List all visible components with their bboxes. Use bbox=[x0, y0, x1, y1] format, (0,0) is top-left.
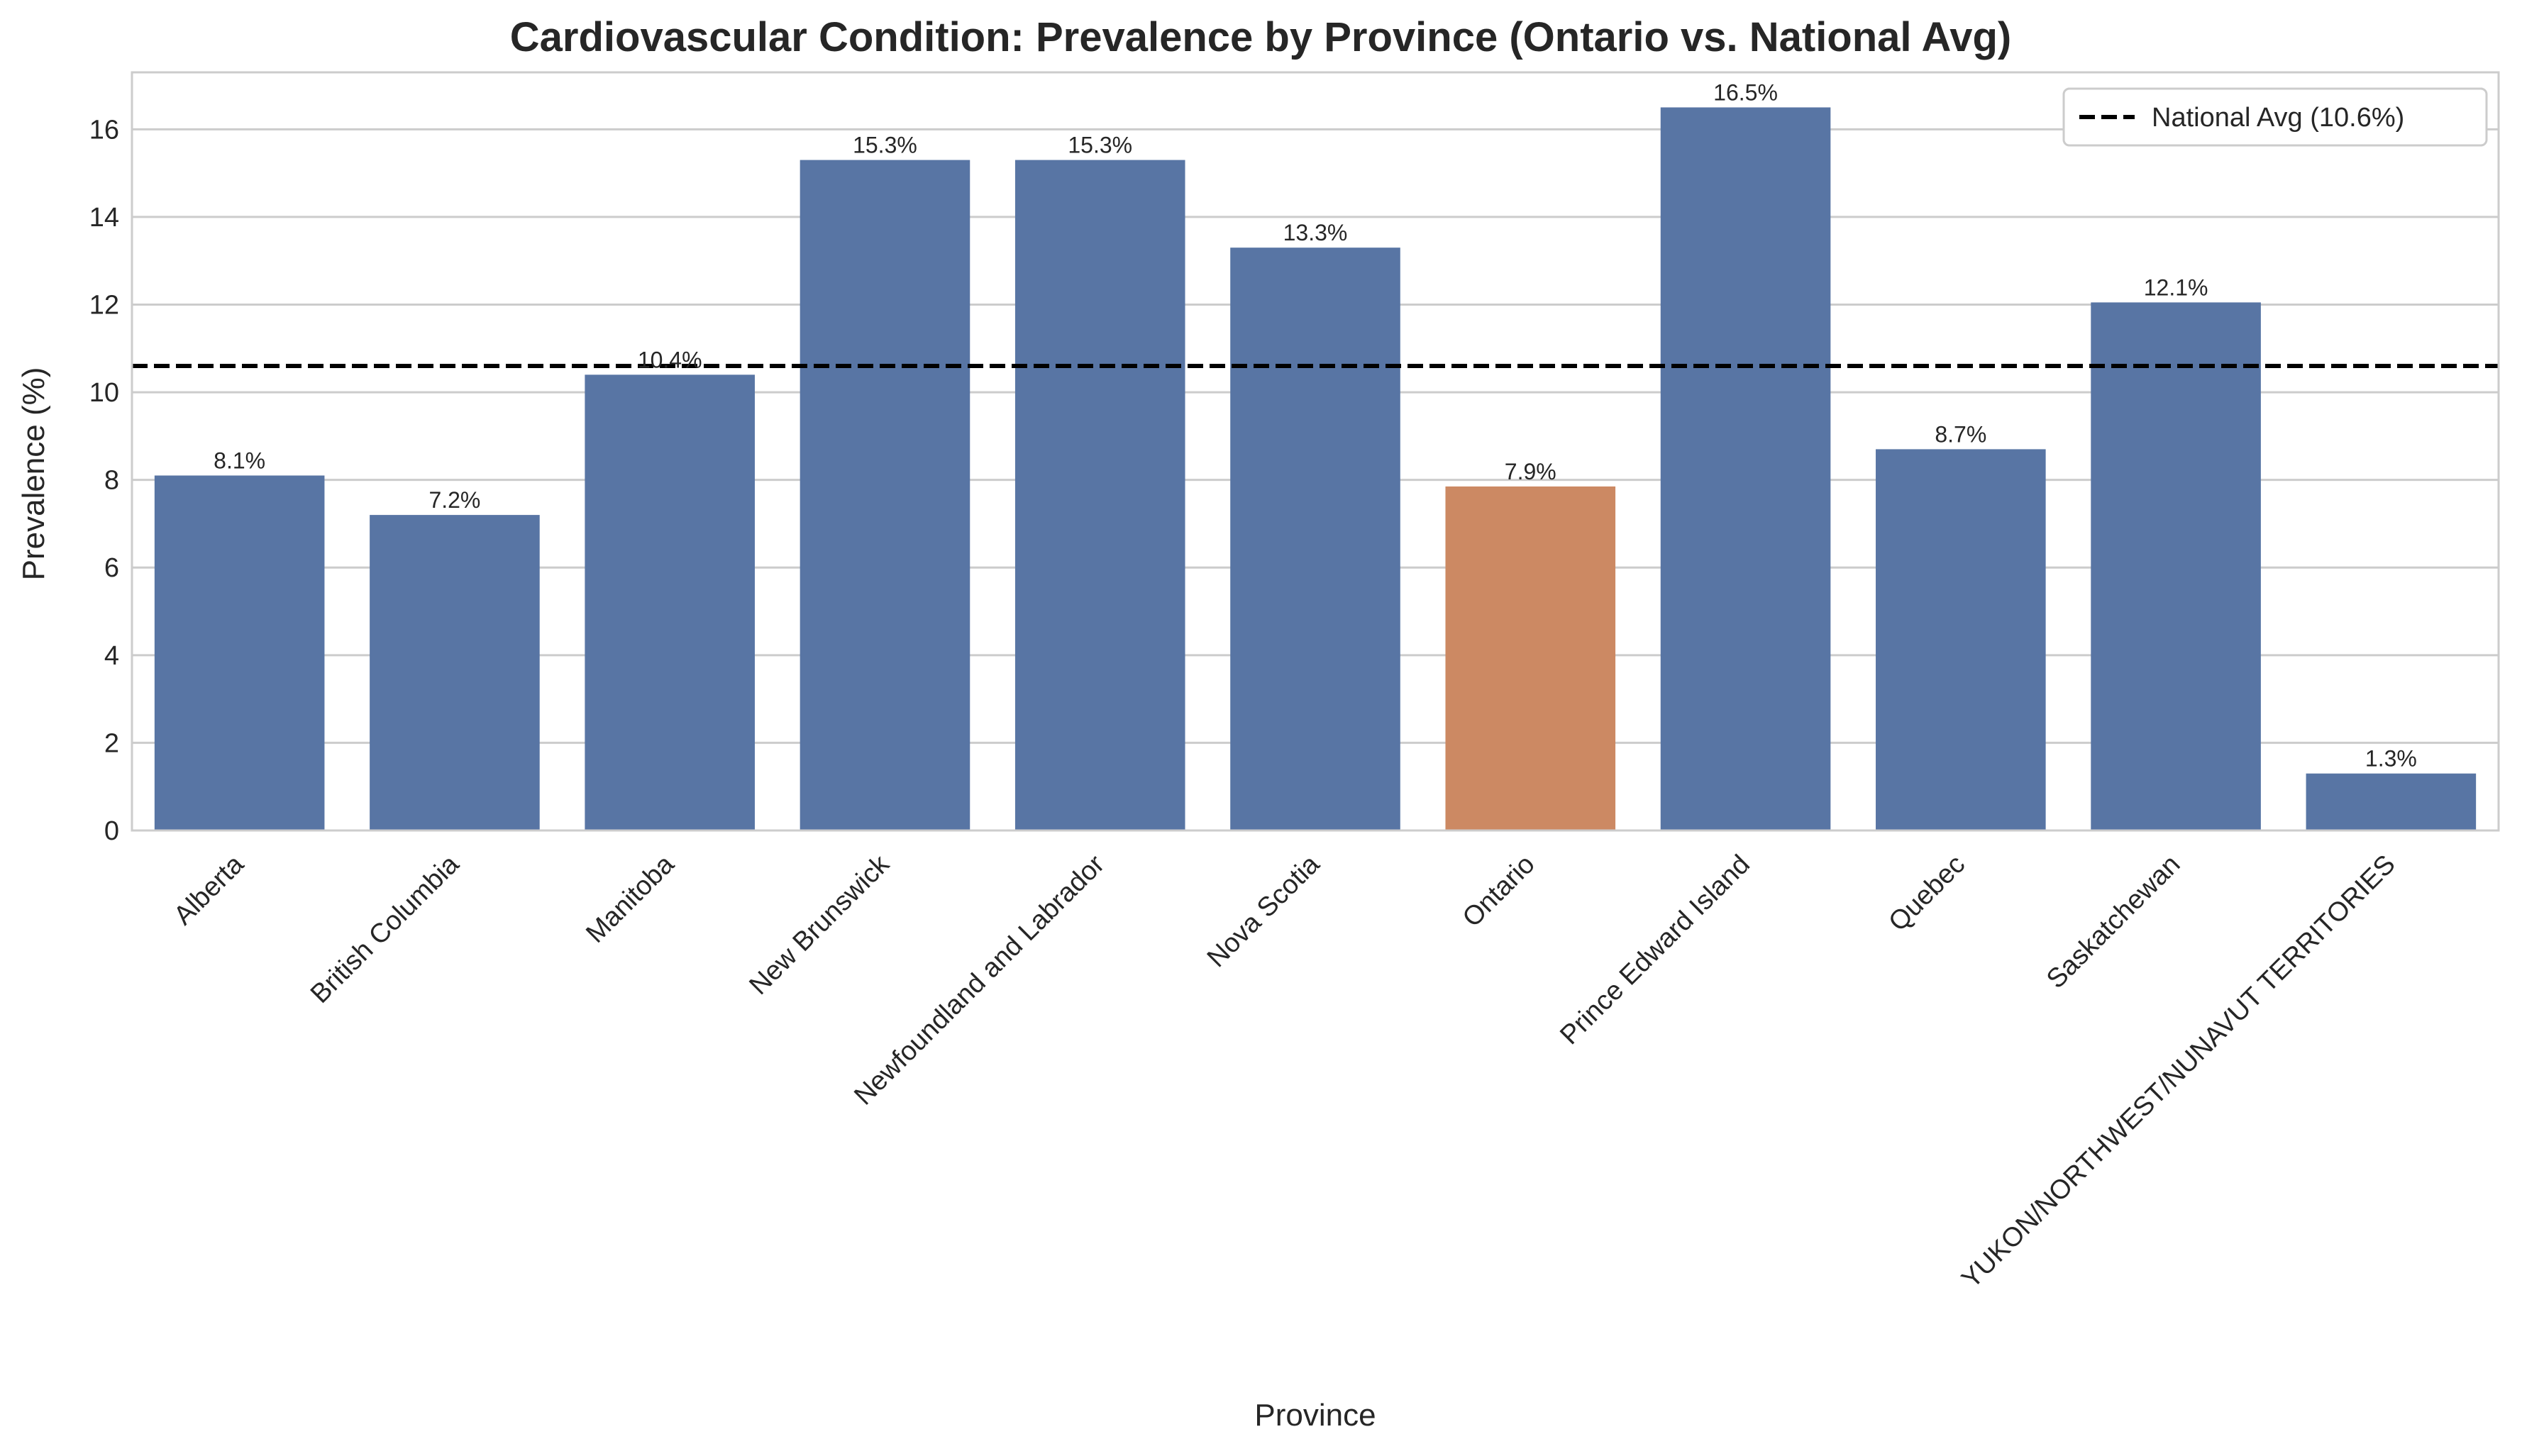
bar-prince-edward-island bbox=[1660, 107, 1831, 830]
y-tick-label: 10 bbox=[89, 378, 119, 408]
bar-newfoundland-and-labrador bbox=[1014, 160, 1185, 831]
bar-saskatchewan bbox=[2091, 302, 2261, 831]
bar-value-label: 16.5% bbox=[1713, 79, 1778, 105]
y-tick-label: 2 bbox=[104, 728, 119, 758]
bar-value-labels: 8.1% 7.2% 10.4% 15.3% 15.3% 13.3% 7.9% 16.5% 8.7… bbox=[214, 79, 2417, 771]
y-tick-label: 8 bbox=[104, 466, 119, 496]
x-tick-label: YUKON/NORTHWEST/NUNAVUT TERRITORIES bbox=[1956, 850, 2401, 1294]
bar-value-label: 1.3% bbox=[2365, 746, 2417, 772]
bars bbox=[154, 107, 2477, 831]
x-axis-label: Province bbox=[1254, 1398, 1376, 1433]
y-tick-label: 0 bbox=[104, 816, 119, 846]
bar-new-brunswick bbox=[800, 160, 970, 831]
legend-label: National Avg (10.6%) bbox=[2152, 103, 2404, 133]
bar-yukon-northwest-nunavut-territories bbox=[2306, 773, 2477, 830]
x-tick-label: Nova Scotia bbox=[1202, 849, 1326, 973]
y-tick-label: 6 bbox=[104, 553, 119, 583]
bar-value-label: 12.1% bbox=[2144, 274, 2208, 300]
bar-value-label: 8.7% bbox=[1935, 421, 1986, 447]
y-tick-label: 12 bbox=[89, 290, 119, 320]
plot-frame bbox=[131, 71, 2500, 832]
bar-ontario bbox=[1445, 486, 1616, 830]
x-tick-label: Ontario bbox=[1457, 850, 1541, 933]
bar-quebec bbox=[1876, 449, 2046, 830]
bar-nova-scotia bbox=[1230, 248, 1400, 831]
y-axis-label: Prevalence (%) bbox=[16, 367, 51, 581]
x-tick-label: Manitoba bbox=[580, 849, 680, 949]
y-tick-labels: 0 2 4 6 8 10 12 14 16 bbox=[89, 115, 119, 846]
legend: National Avg (10.6%) bbox=[2062, 87, 2488, 147]
bar-alberta bbox=[154, 475, 325, 830]
y-tick-label: 14 bbox=[89, 203, 119, 233]
y-tick-label: 4 bbox=[104, 641, 119, 671]
bar-value-label: 10.4% bbox=[638, 347, 702, 372]
y-tick-label: 16 bbox=[89, 115, 119, 145]
x-tick-label: Saskatchewan bbox=[2041, 850, 2186, 994]
bar-value-label: 7.9% bbox=[1505, 459, 1556, 484]
bar-value-label: 8.1% bbox=[214, 448, 265, 473]
legend-box bbox=[2062, 87, 2488, 147]
bar-value-label: 15.3% bbox=[1068, 133, 1132, 158]
bar-british-columbia bbox=[370, 515, 540, 830]
bar-value-label: 13.3% bbox=[1283, 220, 1348, 245]
chart-title: Cardiovascular Condition: Prevalence by … bbox=[510, 14, 2011, 60]
x-tick-label: Newfoundland and Labrador bbox=[848, 849, 1110, 1111]
x-tick-label: British Columbia bbox=[305, 849, 465, 1009]
x-tick-label: Alberta bbox=[168, 849, 250, 930]
x-tick-label: New Brunswick bbox=[743, 849, 895, 1001]
x-tick-labels: Alberta British Columbia Manitoba New Bruns… bbox=[168, 849, 2401, 1294]
x-tick-label: Quebec bbox=[1883, 850, 1971, 938]
bar-manitoba bbox=[585, 374, 755, 830]
x-tick-label: Prince Edward Island bbox=[1554, 850, 1756, 1051]
bar-value-label: 15.3% bbox=[853, 133, 917, 158]
bar-value-label: 7.2% bbox=[428, 487, 480, 513]
